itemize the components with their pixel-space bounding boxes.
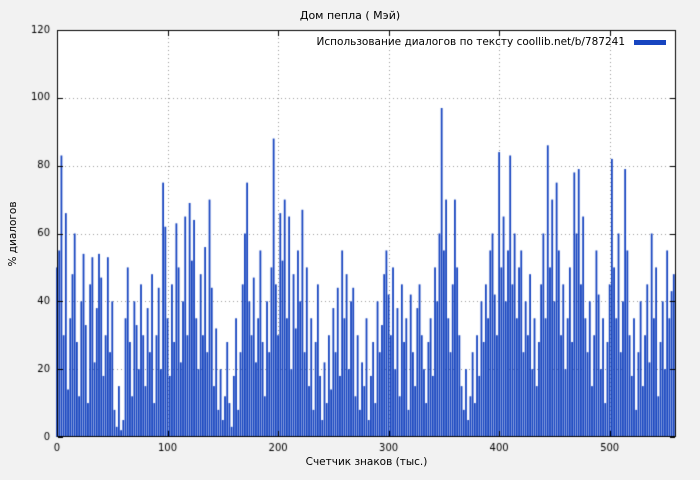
legend-line-swatch	[634, 39, 666, 45]
legend-label: Использование диалогов по тексту coollib…	[316, 36, 625, 48]
chart-title: Дом пепла ( Мэй)	[299, 9, 401, 22]
x-axis-label: Счетчик знаков (тыс.)	[305, 456, 428, 468]
legend: Использование диалогов по тексту coollib…	[317, 35, 666, 49]
y-axis-label: % диалогов	[7, 201, 19, 267]
